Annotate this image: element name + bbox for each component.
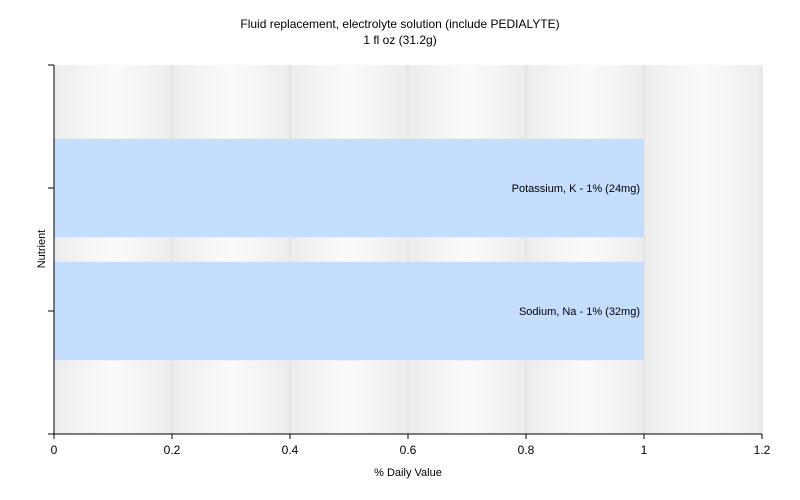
x-axis-label: % Daily Value [374, 467, 442, 479]
plot-band [172, 65, 290, 434]
bar [54, 138, 644, 238]
plot-band [644, 65, 762, 434]
x-tick-label: 0.2 [164, 443, 181, 457]
chart-title: Fluid replacement, electrolyte solution … [240, 17, 560, 31]
plot-background [54, 65, 762, 434]
plot-band [526, 65, 644, 434]
plot-band [290, 65, 408, 434]
x-tick-label: 0.8 [518, 443, 535, 457]
axes [48, 64, 763, 439]
bar-label: Potassium, K - 1% (24mg) [512, 183, 640, 195]
x-tick-label: 1 [641, 443, 648, 457]
x-tick-labels: 0 0.2 0.4 0.6 0.8 1 1.2 [51, 443, 771, 457]
x-tick-label: 0.4 [282, 443, 299, 457]
x-tick-label: 1.2 [754, 443, 771, 457]
x-tick-label: 0.6 [400, 443, 417, 457]
bars: Potassium, K - 1% (24mg) Sodium, Na - 1% … [54, 138, 644, 361]
y-axis-label: Nutrient [36, 230, 48, 269]
bar-label: Sodium, Na - 1% (32mg) [519, 306, 640, 318]
chart-subtitle: 1 fl oz (31.2g) [363, 33, 437, 47]
plot-band [408, 65, 526, 434]
plot-band [54, 65, 172, 434]
bar [54, 261, 644, 361]
x-tick-label: 0 [51, 443, 58, 457]
